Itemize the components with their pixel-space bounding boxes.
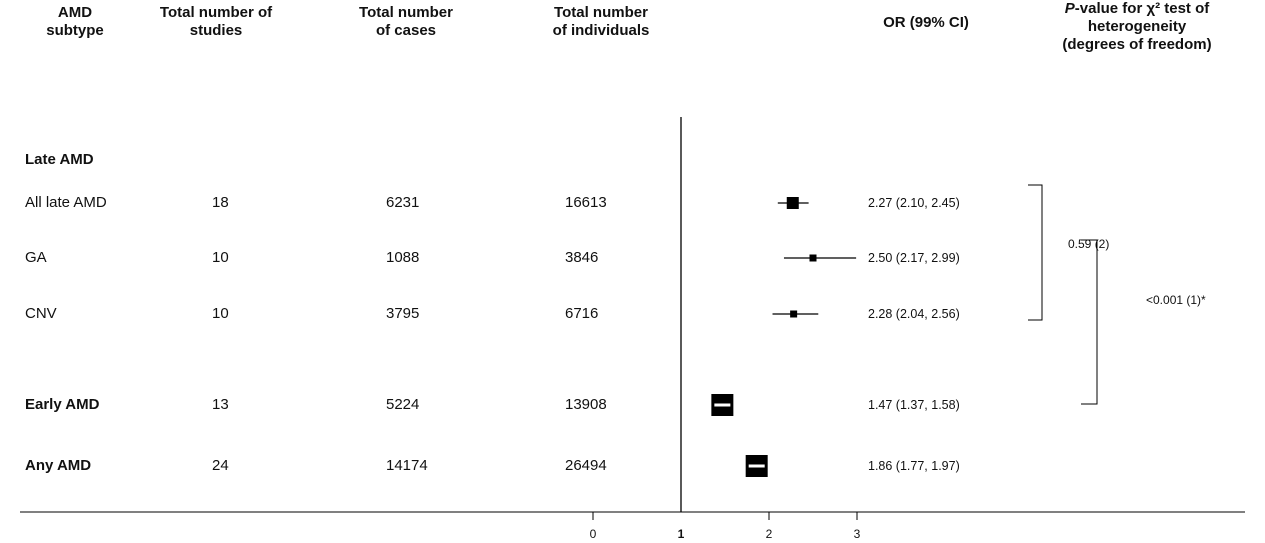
cell-individuals: 3846 <box>565 249 599 266</box>
x-tick-label: 2 <box>766 527 773 541</box>
het-late-subtypes: 0.59 (2) <box>1068 237 1110 251</box>
cell-subtype: Any AMD <box>25 457 92 474</box>
cell-individuals: 13908 <box>565 396 607 413</box>
cell-or-text: 2.50 (2.17, 2.99) <box>868 251 960 265</box>
header-studies: Total number of studies <box>159 4 273 39</box>
table-row: Any AMD 24 14174 26494 1.86 (1.77, 1.97) <box>0 456 1265 476</box>
header-cases: Total number of cases <box>359 4 453 39</box>
cell-studies: 18 <box>212 194 229 211</box>
x-tick-label: 0 <box>590 527 597 541</box>
bracket-late-subtypes <box>1028 184 1043 321</box>
cell-individuals: 6716 <box>565 305 599 322</box>
cell-studies: 10 <box>212 305 229 322</box>
point-estimate <box>809 254 817 262</box>
header-or: OR (99% CI) <box>883 14 969 31</box>
het-late-vs-early: <0.001 (1)* <box>1146 293 1206 307</box>
cell-subtype: GA <box>25 249 47 266</box>
cell-cases: 1088 <box>386 249 420 266</box>
point-estimate <box>786 197 799 209</box>
header-heterogeneity: P-value for χ² test of heterogeneity (de… <box>1062 0 1212 53</box>
cell-studies: 13 <box>212 396 229 413</box>
bracket-late-vs-early <box>1081 239 1098 405</box>
header-individuals: Total number of individuals <box>552 4 650 39</box>
header-het-rest: -value for χ² test of <box>1074 0 1210 17</box>
cell-or-text: 2.27 (2.10, 2.45) <box>868 196 960 210</box>
cell-cases: 5224 <box>386 396 420 413</box>
table-row: Early AMD 13 5224 13908 1.47 (1.37, 1.58) <box>0 395 1265 415</box>
header-subtype: AMD subtype <box>46 4 104 39</box>
point-estimate <box>790 310 798 318</box>
cell-individuals: 26494 <box>565 457 607 474</box>
x-tick-label: 3 <box>854 527 861 541</box>
table-row: CNV 10 3795 6716 2.28 (2.04, 2.56) <box>0 304 1265 324</box>
section-label-late-amd: Late AMD <box>25 151 94 168</box>
cell-subtype: Early AMD <box>25 396 100 413</box>
cell-cases: 3795 <box>386 305 420 322</box>
cell-or-text: 1.86 (1.77, 1.97) <box>868 459 960 473</box>
cell-individuals: 16613 <box>565 194 607 211</box>
cell-or-text: 1.47 (1.37, 1.58) <box>868 398 960 412</box>
table-row: All late AMD 18 6231 16613 2.27 (2.10, 2.45) <box>0 193 1265 213</box>
header-het-p: P <box>1064 0 1075 17</box>
cell-studies: 24 <box>212 457 229 474</box>
cell-studies: 10 <box>212 249 229 266</box>
cell-or-text: 2.28 (2.04, 2.56) <box>868 307 960 321</box>
cell-cases: 14174 <box>386 457 428 474</box>
cell-subtype: All late AMD <box>25 194 107 211</box>
cell-subtype: CNV <box>25 305 57 322</box>
x-tick-label: 1 <box>678 527 685 541</box>
cell-cases: 6231 <box>386 194 420 211</box>
table-row: GA 10 1088 3846 2.50 (2.17, 2.99) <box>0 248 1265 268</box>
